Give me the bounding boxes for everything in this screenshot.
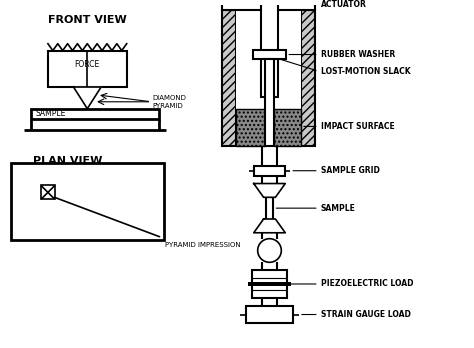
Text: FRONT VIEW: FRONT VIEW [48, 15, 127, 25]
Bar [254, 166, 285, 176]
Text: PIEZOELECTRIC LOAD: PIEZOELECTRIC LOAD [321, 279, 413, 288]
Polygon shape [254, 183, 285, 197]
Text: STRAIN GAUGE LOAD: STRAIN GAUGE LOAD [321, 310, 410, 319]
Text: FORCE: FORCE [75, 60, 100, 69]
Text: LOST-MOTION SLACK: LOST-MOTION SLACK [321, 67, 410, 76]
Text: PLAN VIEW: PLAN VIEW [33, 156, 102, 166]
Bar [236, 10, 301, 146]
Text: SAMPLE GRID: SAMPLE GRID [321, 166, 380, 175]
Bar [264, 60, 274, 146]
Bar [222, 10, 236, 146]
Text: PYRAMID IMPRESSION: PYRAMID IMPRESSION [165, 242, 241, 248]
Text: DIAMOND
PYRAMID: DIAMOND PYRAMID [152, 95, 186, 109]
Bar [41, 185, 55, 199]
Text: IMPACT SURFACE: IMPACT SURFACE [321, 122, 394, 131]
Text: ACTUATOR: ACTUATOR [321, 0, 366, 9]
Bar [248, 282, 291, 286]
Bar [246, 306, 293, 323]
Bar [11, 163, 164, 240]
Text: RUBBER WASHER: RUBBER WASHER [321, 50, 395, 59]
Bar [48, 50, 127, 87]
Bar [253, 49, 286, 60]
Bar [261, 0, 278, 97]
Text: SAMPLE: SAMPLE [35, 109, 65, 118]
Bar [252, 270, 287, 298]
Bar [222, 0, 315, 10]
Bar [236, 109, 264, 146]
Bar [31, 109, 159, 119]
Bar [301, 10, 315, 146]
Polygon shape [254, 219, 285, 233]
Polygon shape [73, 87, 101, 109]
Text: SAMPLE: SAMPLE [321, 204, 356, 213]
Circle shape [258, 239, 281, 262]
Bar [274, 109, 301, 146]
